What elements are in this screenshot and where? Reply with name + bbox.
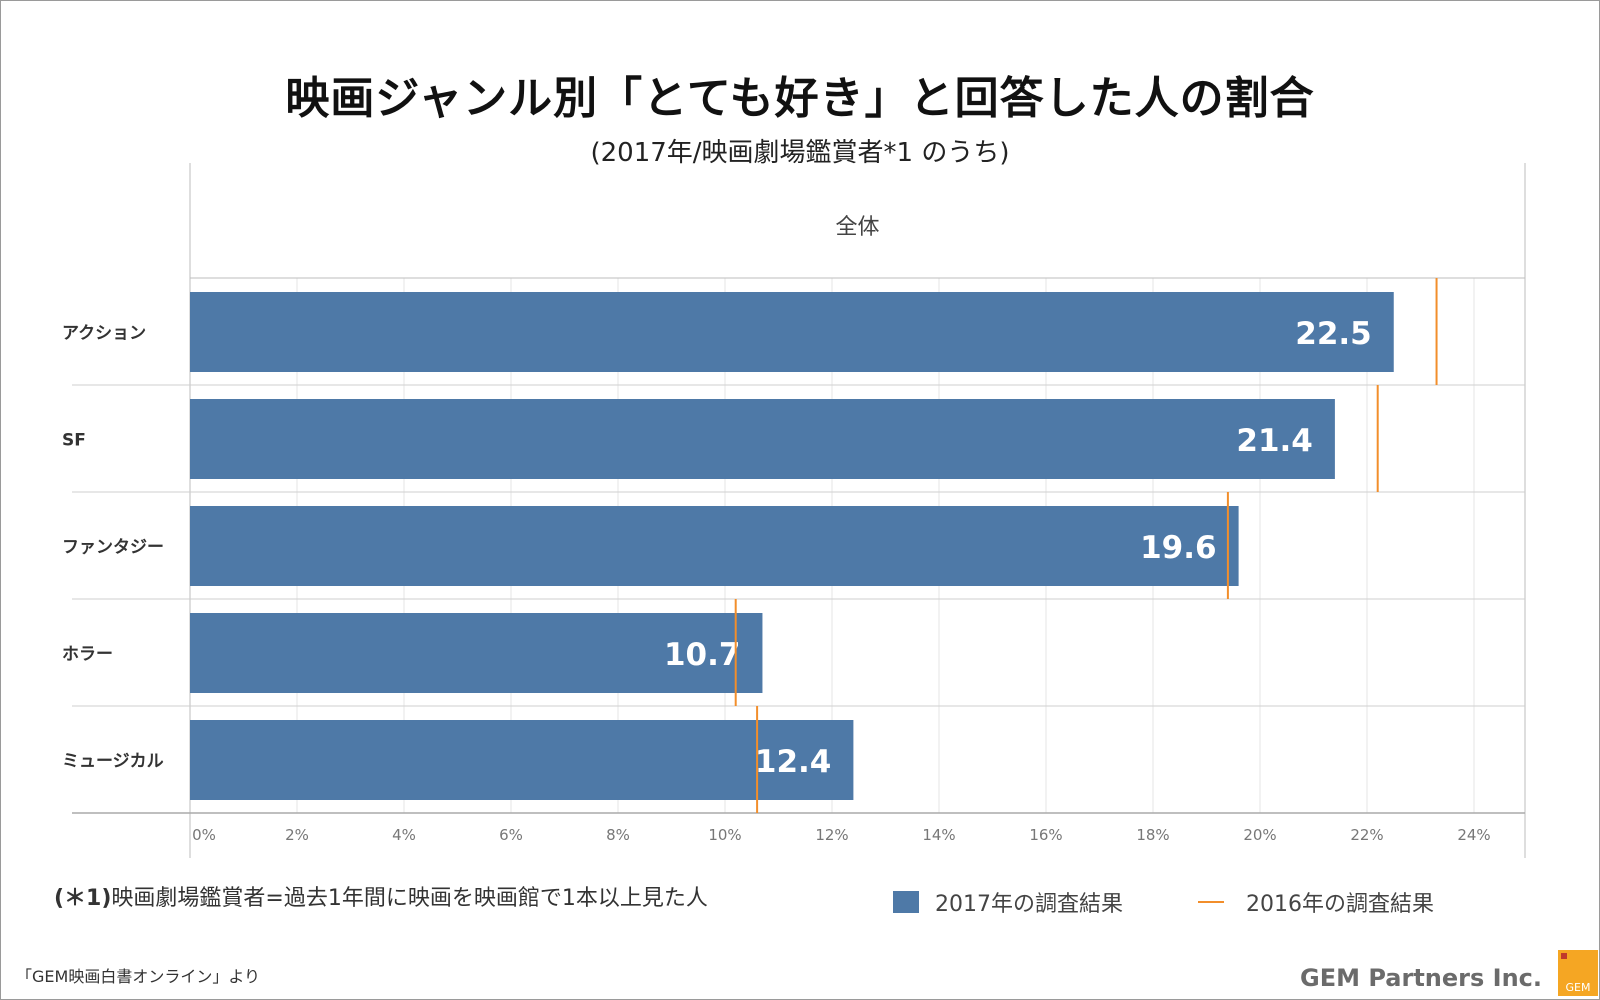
x-tick-label: 0%: [192, 826, 216, 844]
category-label: ミュージカル: [62, 752, 164, 772]
x-tick-label: 18%: [1136, 826, 1169, 844]
category-label: ホラー: [62, 645, 113, 665]
x-tick-label: 12%: [815, 826, 848, 844]
bar: [190, 613, 763, 693]
bar: [190, 399, 1335, 479]
footnote-mark: (＊1): [54, 886, 112, 911]
x-tick-label: 20%: [1243, 826, 1276, 844]
category-label: アクション: [62, 324, 146, 344]
x-tick-label: 24%: [1457, 826, 1490, 844]
legend-item-2017: 2017年の調査結果: [893, 886, 1123, 918]
legend-item-2016: 2016年の調査結果: [1198, 886, 1434, 918]
footnote: (＊1)映画劇場鑑賞者=過去1年間に映画を映画館で1本以上見た人: [54, 880, 708, 912]
category-label: SF: [62, 431, 86, 451]
panel-header: 全体: [835, 215, 879, 240]
category-label: ファンタジー: [62, 538, 164, 558]
data-label: 19.6: [1140, 530, 1217, 566]
brand-name: GEM Partners Inc.: [1300, 964, 1542, 992]
data-label: 22.5: [1295, 316, 1372, 352]
legend-label-2017: 2017年の調査結果: [935, 892, 1123, 917]
bar: [190, 720, 854, 800]
footnote-text: 映画劇場鑑賞者=過去1年間に映画を映画館で1本以上見た人: [111, 886, 708, 911]
x-tick-label: 4%: [392, 826, 416, 844]
x-tick-label: 10%: [708, 826, 741, 844]
logo-text: GEM: [1565, 981, 1591, 994]
x-tick-label: 2%: [285, 826, 309, 844]
data-label: 21.4: [1236, 423, 1313, 459]
bar: [190, 292, 1394, 372]
data-label: 10.7: [664, 637, 741, 673]
source-note: 「GEM映画白書オンライン」より: [16, 967, 260, 986]
x-tick-label: 8%: [606, 826, 630, 844]
x-tick-label: 16%: [1029, 826, 1062, 844]
chart-subtitle: (2017年/映画劇場鑑賞者*1 のうち): [590, 138, 1010, 168]
legend-label-2016: 2016年の調査結果: [1246, 892, 1434, 917]
gem-logo: GEM: [1558, 950, 1598, 996]
x-tick-label: 14%: [922, 826, 955, 844]
bar: [190, 506, 1239, 586]
data-label: 12.4: [755, 744, 832, 780]
x-tick-label: 6%: [499, 826, 523, 844]
x-tick-label: 22%: [1350, 826, 1383, 844]
legend-swatch-2017: [893, 891, 919, 913]
chart-title: 映画ジャンル別「とても好き」と回答した人の割合: [285, 73, 1315, 124]
legend-line-2016: [1198, 901, 1224, 903]
